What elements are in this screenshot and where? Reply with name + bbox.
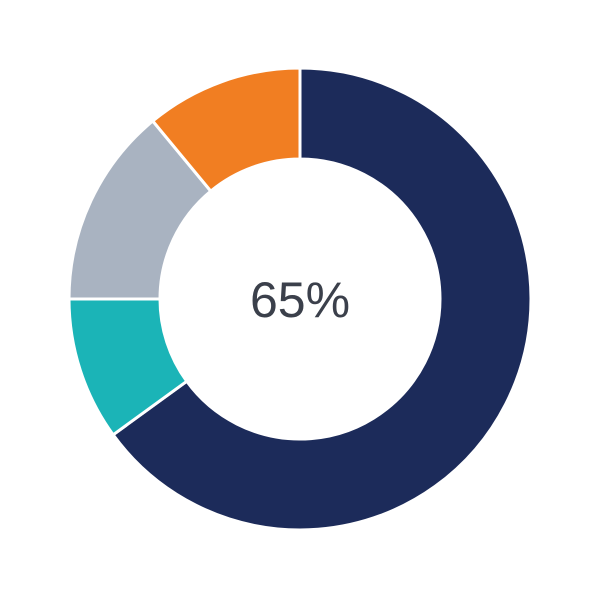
donut-slices	[67, 66, 533, 532]
center-percentage-label: 65%	[250, 272, 350, 328]
donut-slice-0	[111, 66, 533, 532]
donut-slice-3	[150, 66, 302, 194]
